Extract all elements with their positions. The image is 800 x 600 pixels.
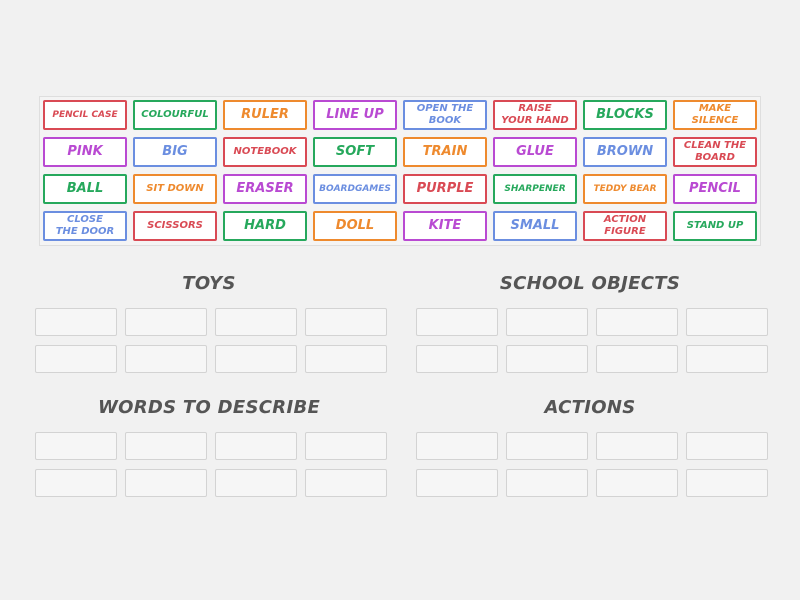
drop-slot-words-to-describe[interactable] (305, 469, 387, 497)
word-tile[interactable]: PENCIL CASE (43, 100, 127, 130)
drop-slot-school-objects[interactable] (506, 345, 588, 373)
word-tile[interactable]: SHARPENER (493, 174, 577, 204)
drop-slot-toys[interactable] (305, 345, 387, 373)
word-tile[interactable]: RAISE YOUR HAND (493, 100, 577, 130)
drop-slot-school-objects[interactable] (596, 308, 678, 336)
word-tile[interactable]: CLEAN THE BOARD (673, 137, 757, 167)
drop-slot-words-to-describe[interactable] (35, 432, 117, 460)
word-tile[interactable]: SMALL (493, 211, 577, 241)
word-tile[interactable]: DOLL (313, 211, 397, 241)
drop-slot-actions[interactable] (506, 469, 588, 497)
drop-slot-toys[interactable] (35, 308, 117, 336)
word-tile[interactable]: ERASER (223, 174, 307, 204)
word-tile[interactable]: LINE UP (313, 100, 397, 130)
drop-slot-school-objects[interactable] (686, 345, 768, 373)
word-tile[interactable]: PINK (43, 137, 127, 167)
word-tile[interactable]: PENCIL (673, 174, 757, 204)
drop-slot-actions[interactable] (506, 432, 588, 460)
drop-slot-actions[interactable] (596, 469, 678, 497)
drop-slot-actions[interactable] (686, 432, 768, 460)
word-tile[interactable]: RULER (223, 100, 307, 130)
word-tile[interactable]: SIT DOWN (133, 174, 217, 204)
word-tile[interactable]: BALL (43, 174, 127, 204)
word-tile[interactable]: HARD (223, 211, 307, 241)
drop-slot-actions[interactable] (686, 469, 768, 497)
drop-slot-words-to-describe[interactable] (125, 432, 207, 460)
drop-slot-words-to-describe[interactable] (215, 432, 297, 460)
category-title-toys: TOYS (182, 273, 236, 294)
drop-slot-toys[interactable] (125, 308, 207, 336)
drop-slot-school-objects[interactable] (416, 345, 498, 373)
word-tile[interactable]: BIG (133, 137, 217, 167)
word-tile[interactable]: BLOCKS (583, 100, 667, 130)
word-tile[interactable]: BOARDGAMES (313, 174, 397, 204)
category-title-school-objects: SCHOOL OBJECTS (499, 273, 681, 294)
word-tile[interactable]: KITE (403, 211, 487, 241)
drop-slot-school-objects[interactable] (596, 345, 678, 373)
word-tile[interactable]: SCISSORS (133, 211, 217, 241)
word-tile[interactable]: PURPLE (403, 174, 487, 204)
word-tile[interactable]: TRAIN (403, 137, 487, 167)
drop-slot-words-to-describe[interactable] (305, 432, 387, 460)
word-tile[interactable]: COLOURFUL (133, 100, 217, 130)
word-tile[interactable]: ACTION FIGURE (583, 211, 667, 241)
word-tile[interactable]: CLOSE THE DOOR (43, 211, 127, 241)
word-tile[interactable]: GLUE (493, 137, 577, 167)
drop-slot-school-objects[interactable] (506, 308, 588, 336)
drop-slot-words-to-describe[interactable] (125, 469, 207, 497)
word-bank: PENCIL CASE COLOURFUL RULER LINE UP OPEN THE… (39, 96, 761, 246)
word-tile[interactable]: OPEN THE BOOK (403, 100, 487, 130)
word-tile[interactable]: BROWN (583, 137, 667, 167)
word-tile[interactable]: NOTEBOOK (223, 137, 307, 167)
drop-slot-words-to-describe[interactable] (35, 469, 117, 497)
drop-slot-school-objects[interactable] (686, 308, 768, 336)
word-tile[interactable]: TEDDY BEAR (583, 174, 667, 204)
drop-slot-actions[interactable] (596, 432, 678, 460)
word-tile[interactable]: SOFT (313, 137, 397, 167)
word-tile[interactable]: STAND UP (673, 211, 757, 241)
drop-slot-toys[interactable] (215, 345, 297, 373)
drop-slot-toys[interactable] (215, 308, 297, 336)
word-tile[interactable]: MAKE SILENCE (673, 100, 757, 130)
drop-slot-school-objects[interactable] (416, 308, 498, 336)
category-title-actions: ACTIONS (544, 397, 636, 418)
drop-slot-toys[interactable] (35, 345, 117, 373)
category-title-words-to-describe: WORDS TO DESCRIBE (97, 397, 321, 418)
drop-slot-toys[interactable] (125, 345, 207, 373)
drop-slot-toys[interactable] (305, 308, 387, 336)
drop-slot-actions[interactable] (416, 432, 498, 460)
drop-slot-words-to-describe[interactable] (215, 469, 297, 497)
drop-slot-actions[interactable] (416, 469, 498, 497)
